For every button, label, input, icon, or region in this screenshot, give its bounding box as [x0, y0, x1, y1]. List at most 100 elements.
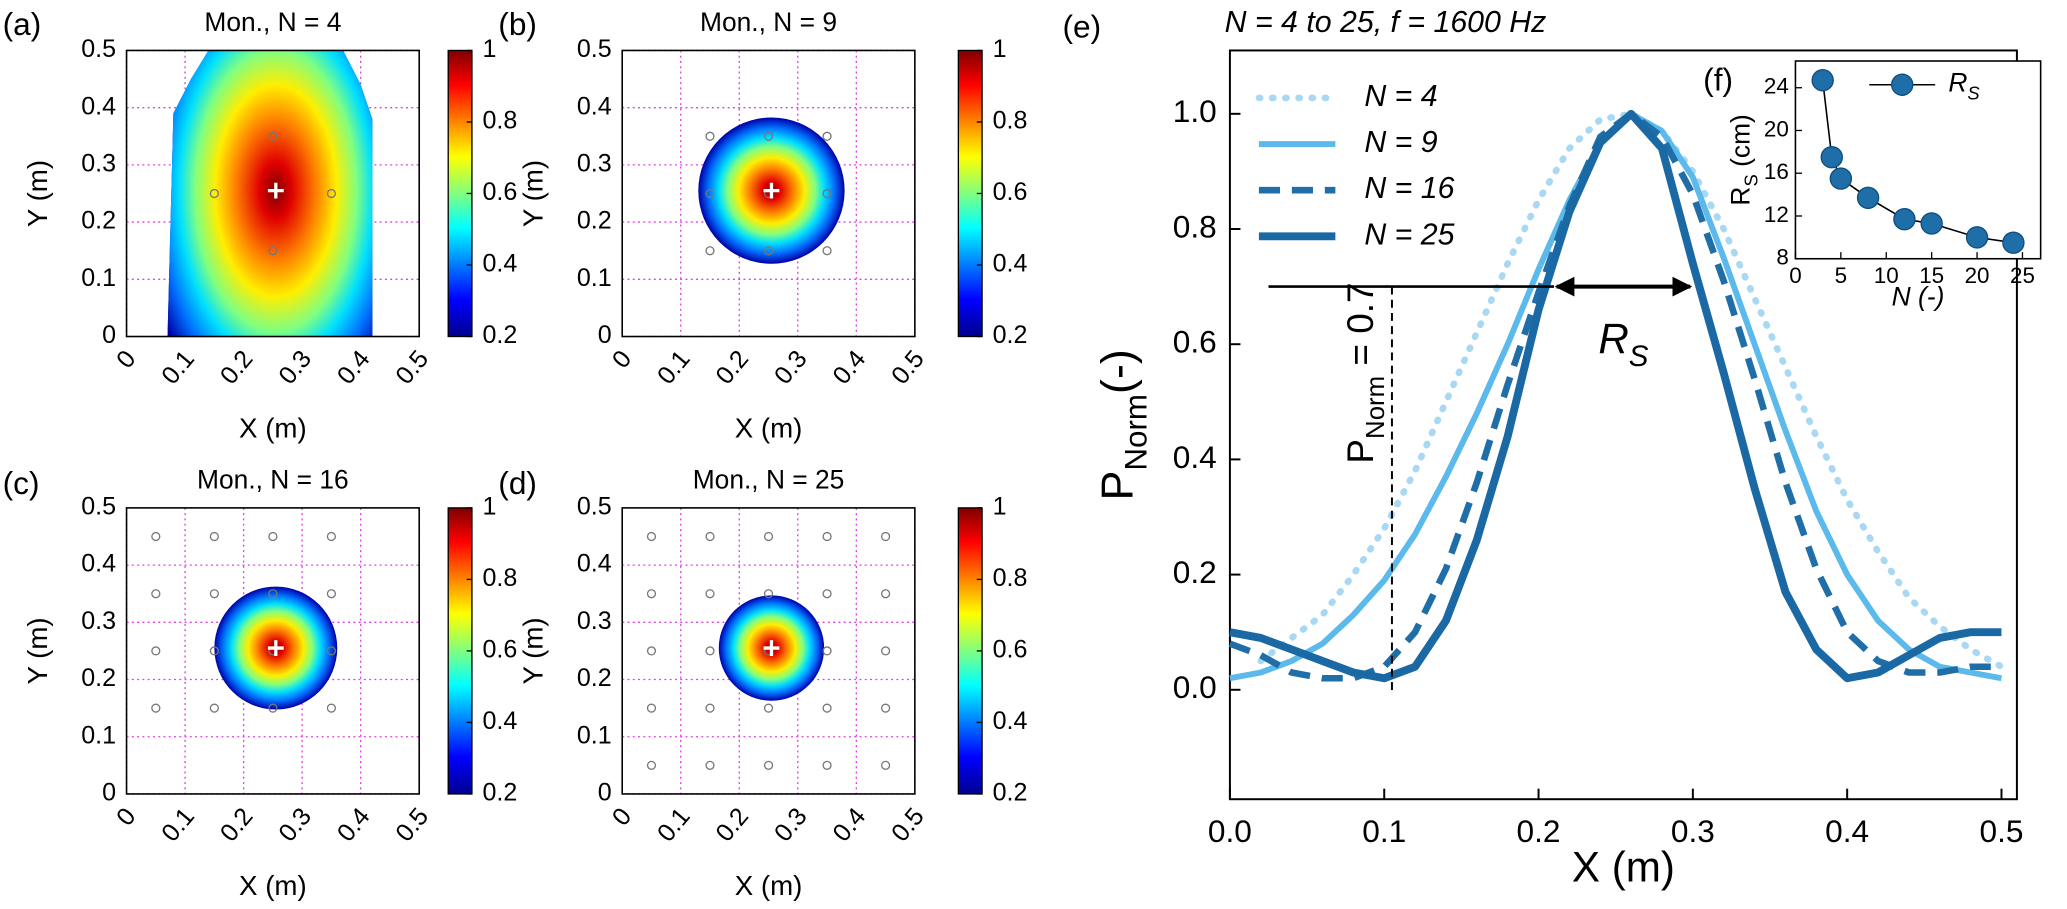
y-axis-label: RS (cm)	[1726, 114, 1762, 205]
x-tick-label: 0.0	[1208, 813, 1252, 849]
x-tick-label: 0	[607, 803, 637, 832]
x-tick-label: 0.5	[886, 803, 930, 848]
focus-cross	[267, 182, 284, 199]
x-tick-label: 0	[1789, 263, 1801, 288]
x-tick-label: 0	[111, 345, 141, 374]
y-tick-label: 0.4	[81, 550, 116, 578]
colorbar-tick-label: 0.2	[482, 779, 517, 807]
y-tick-label: 0.2	[577, 207, 612, 235]
focus-cross	[763, 182, 780, 199]
legend-label: RS	[1948, 68, 1980, 104]
data-point	[1856, 186, 1880, 210]
source-marker	[822, 589, 832, 599]
source-marker	[646, 589, 657, 599]
colorbar-tick-label: 1	[993, 492, 1007, 520]
x-tick-label: 0.5	[390, 803, 434, 848]
colorbar-tick-label: 0.4	[482, 250, 517, 278]
source-marker	[705, 131, 715, 141]
source-marker	[822, 531, 832, 542]
colorbar-tick-label: 1	[993, 35, 1007, 63]
source-marker	[880, 760, 891, 770]
source-marker	[268, 131, 278, 141]
y-tick-label: 0	[598, 779, 612, 807]
x-axis-label: X (m)	[735, 412, 803, 443]
panel-label: (a)	[3, 6, 42, 42]
y-tick-label: 0.2	[81, 207, 116, 235]
x-tick-label: 0.1	[1362, 813, 1406, 849]
data-point	[1893, 207, 1916, 231]
source-marker	[209, 188, 219, 199]
y-tick-label: 20	[1764, 116, 1789, 141]
colorbar-tick-label: 0.6	[482, 178, 517, 206]
focus-cross	[267, 640, 284, 656]
legend-label: N = 16	[1364, 172, 1454, 205]
x-tick-label: 0.5	[1979, 813, 2023, 849]
data-point	[1965, 226, 1989, 249]
y-tick-label: 0.3	[81, 149, 116, 177]
x-tick-label: 0.3	[769, 803, 813, 848]
threshold-label: PNorm = 0.7	[1340, 282, 1390, 463]
source-marker	[268, 531, 278, 542]
x-tick-label: 0.2	[710, 803, 754, 848]
source-marker	[151, 589, 161, 599]
source-marker	[880, 589, 891, 599]
colorbar-tick-label: 0.8	[482, 564, 517, 592]
legend-label: N = 9	[1364, 126, 1437, 159]
y-tick-label: 0.2	[81, 664, 116, 692]
source-marker	[880, 703, 891, 713]
colorbar-tick-label: 0.4	[993, 707, 1028, 735]
y-tick-label: 1.0	[1173, 93, 1217, 129]
y-tick-label: 0.5	[81, 492, 116, 520]
source-marker	[326, 703, 337, 713]
y-tick-label: 0.4	[81, 92, 116, 120]
focus-cross	[763, 640, 780, 656]
source-marker	[151, 703, 161, 713]
colorbar-tick-label: 0.8	[482, 107, 517, 135]
source-marker	[822, 646, 832, 656]
colorbar-tick-label: 0.8	[993, 564, 1028, 592]
data-point	[2002, 231, 2025, 254]
rs-label-part: S	[1629, 340, 1649, 373]
colorbar-tick-label: 0.4	[993, 250, 1028, 278]
source-marker	[209, 646, 219, 656]
colorbar-tick-label: 0.8	[993, 107, 1028, 135]
y-axis-label-part: Norm	[1118, 394, 1153, 471]
threshold-label-part: P	[1340, 439, 1381, 464]
colorbar-tick-label: 1	[482, 35, 496, 63]
source-marker	[705, 760, 715, 770]
source-marker	[763, 703, 774, 713]
y-tick-label: 0.4	[577, 550, 612, 578]
x-tick-label: 0.2	[215, 345, 259, 390]
x-tick-label: 0.3	[1671, 813, 1715, 849]
source-marker	[326, 531, 337, 542]
panel-title: Mon., N = 4	[204, 7, 341, 37]
plot-frame	[1228, 49, 2018, 801]
x-tick-label: 0.5	[886, 345, 930, 390]
y-axis-label-part: (cm)	[1726, 114, 1756, 174]
y-axis-label: Y (m)	[518, 160, 549, 227]
y-tick-label: 24	[1764, 74, 1789, 99]
source-marker	[705, 703, 715, 713]
y-tick-label: 0	[102, 779, 116, 807]
panel-title: Mon., N = 25	[693, 464, 845, 494]
source-marker	[268, 246, 278, 256]
series-line	[1257, 110, 2005, 671]
y-tick-label: 0.3	[81, 607, 116, 635]
source-marker	[822, 131, 832, 141]
y-axis-label: Y (m)	[22, 160, 53, 227]
x-tick-label: 0.4	[332, 345, 376, 390]
y-tick-label: 12	[1764, 202, 1789, 227]
source-marker	[209, 531, 219, 542]
source-marker	[209, 703, 219, 713]
colorbar-tick-label: 0.2	[993, 321, 1028, 349]
x-tick-label: 20	[1965, 263, 1990, 288]
y-tick-label: 0.1	[577, 721, 612, 749]
threshold-label-part: = 0.7	[1340, 282, 1381, 375]
source-marker	[646, 531, 657, 542]
y-tick-label: 8	[1776, 245, 1788, 270]
x-tick-label: 10	[1874, 263, 1899, 288]
rs-label: RS	[1598, 315, 1648, 373]
x-tick-label: 0.1	[156, 345, 200, 390]
y-tick-label: 0.1	[81, 264, 116, 292]
